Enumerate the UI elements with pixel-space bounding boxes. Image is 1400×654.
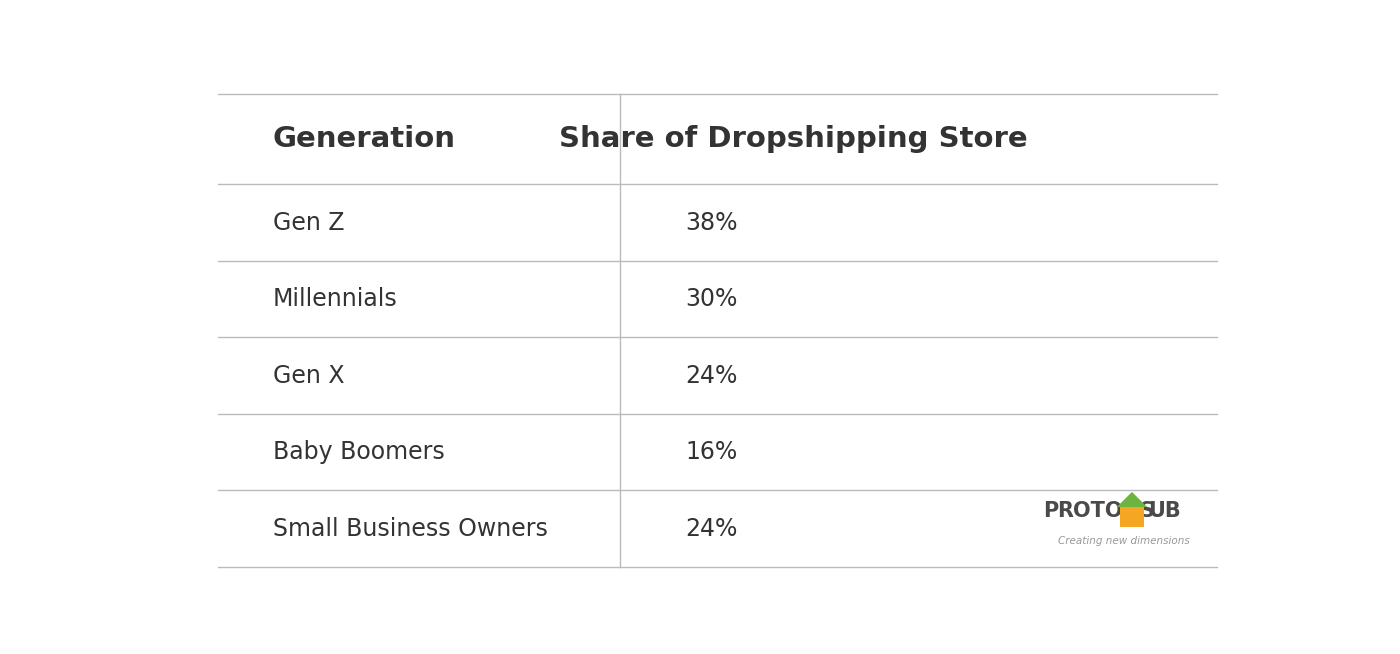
Text: 30%: 30% — [685, 287, 738, 311]
Text: P: P — [1043, 501, 1058, 521]
Text: Millennials: Millennials — [273, 287, 398, 311]
Text: 16%: 16% — [685, 440, 738, 464]
FancyBboxPatch shape — [1120, 508, 1144, 527]
Text: Gen Z: Gen Z — [273, 211, 344, 235]
Text: Baby Boomers: Baby Boomers — [273, 440, 444, 464]
Text: Gen X: Gen X — [273, 364, 344, 388]
Text: Small Business Owners: Small Business Owners — [273, 517, 547, 541]
Text: Share of Dropshipping Store: Share of Dropshipping Store — [559, 125, 1028, 153]
Text: UB: UB — [1148, 501, 1182, 521]
Text: Generation: Generation — [273, 125, 455, 153]
Polygon shape — [1117, 492, 1147, 507]
Text: ROTONS: ROTONS — [1057, 501, 1155, 521]
Text: 38%: 38% — [685, 211, 738, 235]
Text: Creating new dimensions: Creating new dimensions — [1058, 536, 1190, 546]
Text: 24%: 24% — [685, 517, 738, 541]
Text: 24%: 24% — [685, 364, 738, 388]
